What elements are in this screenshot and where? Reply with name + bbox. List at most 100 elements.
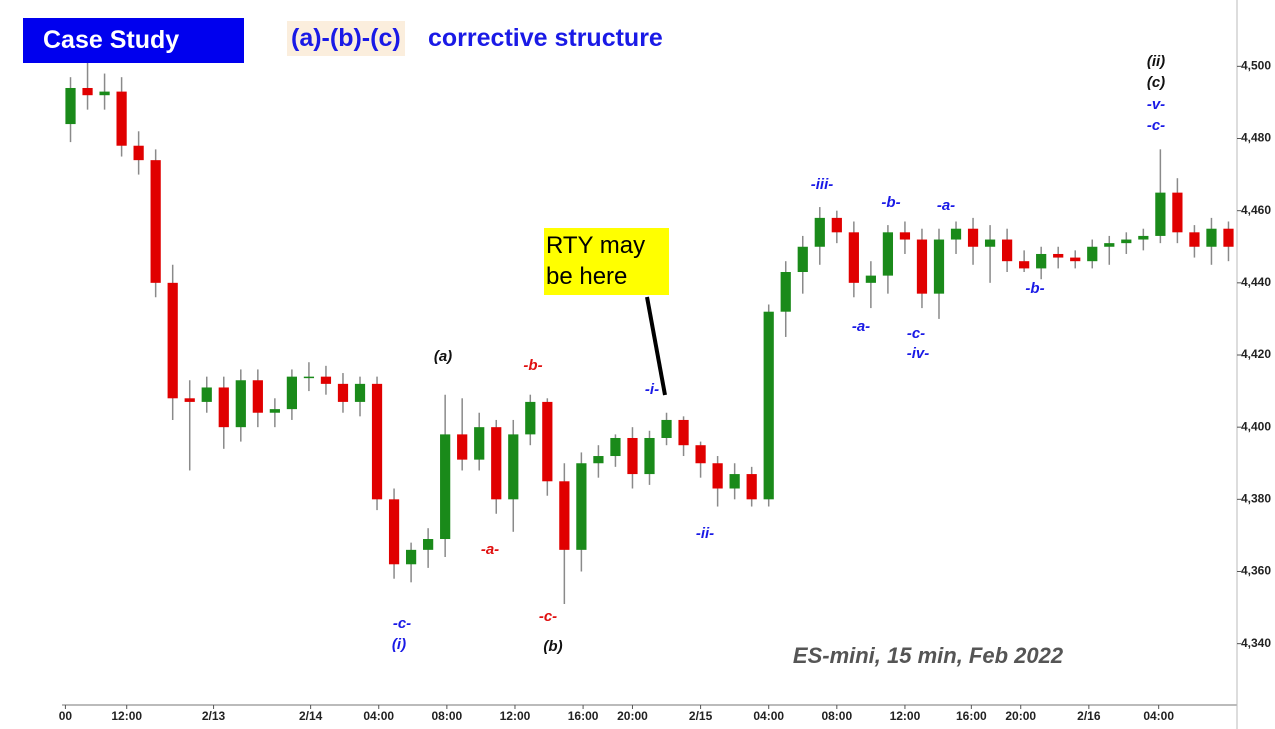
x-tick-label: 00 <box>59 709 73 723</box>
candle-body <box>780 272 791 312</box>
candle-body <box>167 282 178 399</box>
chart-title: corrective structure <box>428 24 663 52</box>
candle-body <box>252 380 263 413</box>
candle-body <box>1087 246 1098 262</box>
x-tick-label: 04:00 <box>1143 709 1174 723</box>
candle-body <box>508 434 519 500</box>
candle-body <box>882 232 894 276</box>
candle-body <box>729 474 740 489</box>
candles <box>65 62 1234 604</box>
y-tick-label: 4,340 <box>1241 636 1271 650</box>
wave-label: -c- <box>539 608 557 625</box>
wave-label: -b- <box>523 357 542 374</box>
candle-body <box>661 419 672 438</box>
candle-body <box>610 437 621 457</box>
candle-body <box>457 434 468 460</box>
x-tick-label: 2/16 <box>1077 709 1101 723</box>
candle-body <box>1155 192 1166 236</box>
candle-body <box>269 409 280 413</box>
y-tick-label: 4,380 <box>1241 492 1271 506</box>
wave-label: -iv- <box>907 345 930 362</box>
x-tick-label: 2/14 <box>299 709 323 723</box>
wave-label: -b- <box>1025 280 1044 297</box>
candle-body <box>1121 239 1132 244</box>
wave-label: (b) <box>543 638 562 655</box>
candle-body <box>218 387 229 428</box>
wave-label: (c) <box>1147 74 1165 91</box>
x-tick-label: 12:00 <box>111 709 142 723</box>
candle-body <box>831 217 842 233</box>
candle-body <box>82 87 93 96</box>
candle-body <box>474 427 485 460</box>
candle-body <box>559 481 570 550</box>
wave-label: -ii- <box>696 525 714 542</box>
candle-body <box>1036 253 1047 269</box>
candle-body <box>542 401 553 482</box>
candle-body <box>99 91 110 96</box>
candle-body <box>1070 257 1081 262</box>
callout-arrow <box>645 296 667 396</box>
candle-body <box>593 456 604 464</box>
candle-body <box>1138 235 1149 240</box>
candle-body <box>695 445 706 464</box>
y-tick-label: 4,420 <box>1241 347 1271 361</box>
candle-body <box>967 228 979 247</box>
x-tick-label: 04:00 <box>363 709 394 723</box>
candle-body <box>1223 228 1234 247</box>
candle-body <box>184 398 195 402</box>
candle-body <box>371 383 383 500</box>
candle-body <box>848 232 859 283</box>
candle-body <box>423 539 434 550</box>
x-tick-label: 12:00 <box>500 709 531 723</box>
candle-body <box>1172 192 1183 233</box>
wave-label: -a- <box>481 541 499 558</box>
wave-label: -v- <box>1147 96 1165 113</box>
candle-body <box>405 549 417 565</box>
callout: RTY may be here <box>544 228 669 295</box>
x-tick-label: 20:00 <box>617 709 648 723</box>
candle-body <box>388 499 400 565</box>
wave-label: (ii) <box>1147 53 1165 70</box>
x-tick-label: 2/13 <box>202 709 226 723</box>
candle-body <box>133 145 144 161</box>
x-tick-label: 12:00 <box>890 709 921 723</box>
y-tick-label: 4,400 <box>1241 419 1271 433</box>
x-tick-label: 16:00 <box>956 709 987 723</box>
candle-body <box>1206 228 1217 247</box>
y-tick-label: 4,360 <box>1241 564 1271 578</box>
wave-label: -iii- <box>811 176 834 193</box>
title-highlight: (a)-(b)-(c) <box>287 21 405 56</box>
candle-body <box>1019 261 1030 269</box>
wave-label: -c- <box>393 615 411 632</box>
candle-body <box>286 376 297 410</box>
candle-body <box>797 246 808 273</box>
candle-body <box>320 376 332 384</box>
x-tick-label: 04:00 <box>753 709 784 723</box>
wave-label: (i) <box>392 636 406 653</box>
candle-body <box>746 474 757 500</box>
candle-body <box>235 380 246 428</box>
candle-body <box>1104 243 1115 247</box>
chart-note: ES-mini, 15 min, Feb 2022 <box>793 643 1064 668</box>
candle-body <box>201 387 212 402</box>
wave-label: -c- <box>907 325 925 342</box>
candle-body <box>491 427 502 500</box>
candle-body <box>65 87 76 125</box>
candle-body <box>865 275 876 283</box>
candle-body <box>678 419 689 446</box>
candle-body <box>354 383 366 402</box>
wave-label: -i- <box>645 381 659 398</box>
x-tick-label: 20:00 <box>1005 709 1036 723</box>
candle-body <box>712 463 723 489</box>
candle-body <box>814 217 825 247</box>
y-tick-label: 4,440 <box>1241 275 1271 289</box>
y-tick-label: 4,480 <box>1241 131 1271 145</box>
candle-body <box>950 228 962 240</box>
wave-label: (a) <box>434 348 452 365</box>
candle-body <box>916 239 928 294</box>
candle-body <box>150 160 161 283</box>
candle-body <box>899 232 911 240</box>
candle-body <box>644 437 655 475</box>
